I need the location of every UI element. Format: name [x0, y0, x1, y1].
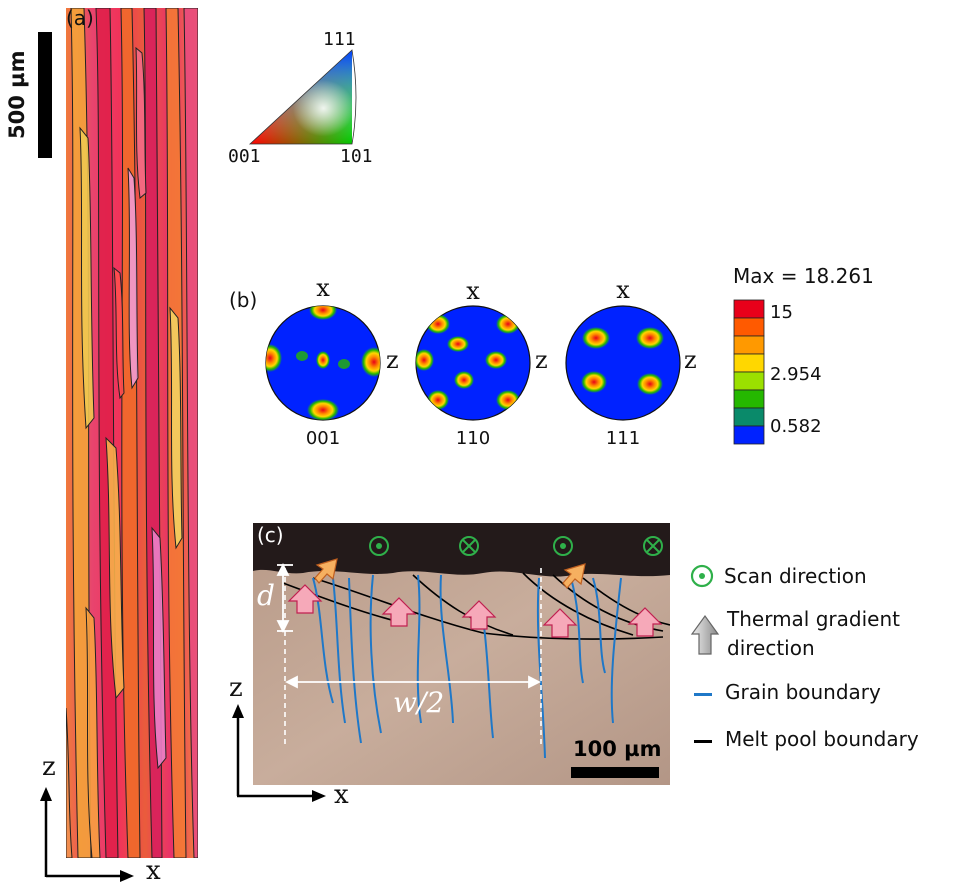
- pole-figure-001: [265, 305, 381, 421]
- depth-label: d: [257, 579, 275, 612]
- colorbar-tick-0582: 0.582: [770, 416, 822, 437]
- legend-grain-line: [694, 693, 712, 696]
- pole-figure-110: [415, 305, 531, 421]
- colorbar-swatch: [733, 353, 765, 373]
- pf3-x-label: x: [616, 276, 630, 304]
- panel-a-label: (a): [66, 6, 94, 30]
- colorbar-swatch: [733, 425, 765, 445]
- colorbar-swatch: [733, 389, 765, 409]
- pf2-caption: 110: [455, 428, 491, 449]
- legend-grain-label: Grain boundary: [725, 680, 881, 704]
- width-label: w/2: [393, 686, 445, 719]
- ipf-label-101: 101: [340, 146, 373, 167]
- pf2-z-label: z: [535, 346, 548, 374]
- panel-c-label: (c): [257, 523, 284, 547]
- axis-c-x-label: x: [334, 780, 349, 810]
- legend-thermal-label-2: direction: [727, 636, 815, 660]
- colorbar-swatch: [733, 317, 765, 337]
- pf1-x-label: x: [316, 274, 330, 302]
- pf1-z-label: z: [386, 346, 399, 374]
- legend-melt-line: [694, 740, 712, 743]
- pf3-caption: 111: [605, 428, 641, 449]
- colorbar-tick-15: 15: [770, 302, 793, 323]
- axes-a: [40, 787, 134, 882]
- axis-c-z-label: z: [229, 673, 243, 703]
- ipf-label-001: 001: [228, 146, 261, 167]
- colorbar-swatch: [733, 407, 765, 427]
- legend-melt-label: Melt pool boundary: [725, 727, 919, 751]
- panel-b-label: (b): [229, 288, 258, 312]
- pf3-z-label: z: [684, 346, 697, 374]
- melt-pool-micrograph: [253, 523, 670, 785]
- scale-bar-a: [38, 32, 52, 158]
- pf1-caption: 001: [305, 428, 341, 449]
- colorbar-title: Max = 18.261: [733, 264, 874, 288]
- axes-c: [232, 704, 326, 802]
- legend-thermal-label-1: Thermal gradient: [727, 607, 900, 631]
- ipf-color-key: [248, 49, 357, 145]
- axis-a-z-label: z: [42, 752, 56, 782]
- ebsd-orientation-map: [66, 8, 198, 858]
- ipf-label-111: 111: [323, 29, 356, 50]
- colorbar: [733, 299, 765, 445]
- scale-bar-a-label: 500 µm: [5, 50, 29, 140]
- legend-scan-icon: [690, 564, 714, 588]
- axis-a-x-label: x: [146, 856, 161, 886]
- scale-bar-c-label: 100 µm: [573, 737, 662, 761]
- colorbar-swatch: [733, 371, 765, 391]
- legend-scan-label: Scan direction: [724, 564, 867, 588]
- legend-thermal-icon: [690, 614, 720, 655]
- colorbar-swatch: [733, 335, 765, 355]
- pole-figure-111: [565, 305, 681, 421]
- colorbar-swatch: [733, 299, 765, 319]
- colorbar-tick-2954: 2.954: [770, 364, 822, 385]
- pf2-x-label: x: [466, 277, 480, 305]
